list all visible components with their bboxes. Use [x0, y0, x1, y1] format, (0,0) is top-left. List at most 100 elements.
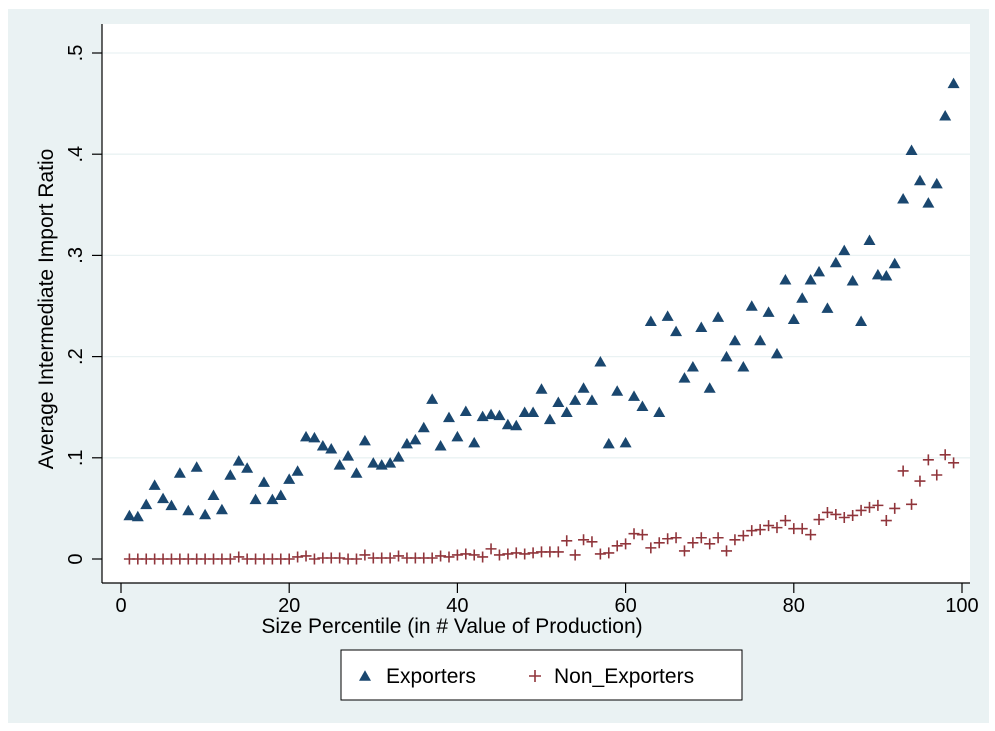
- non-exporters-point: [796, 523, 808, 535]
- exporters-point: [342, 450, 355, 461]
- exporters-point: [459, 405, 472, 417]
- non-exporters-point: [435, 550, 447, 562]
- non-exporters-point: [510, 547, 522, 559]
- non-exporters-point: [224, 553, 236, 565]
- x-axis: 0 20 40 60 80 100: [102, 582, 979, 617]
- non-exporters-point: [485, 543, 497, 555]
- legend-box: [340, 649, 743, 701]
- non-exporters-point: [847, 509, 859, 521]
- non-exporters-point: [586, 536, 598, 548]
- non-exporters-point: [670, 532, 682, 544]
- exporters-point: [703, 382, 716, 393]
- non-exporters-point: [712, 532, 724, 544]
- non-exporters-point: [283, 553, 295, 565]
- exporters-point: [829, 256, 842, 268]
- exporters-point: [358, 434, 371, 446]
- non-exporters-point: [771, 522, 783, 534]
- non-exporters-point: [561, 535, 573, 547]
- non-exporters-point: [813, 514, 825, 526]
- exporters-point: [888, 257, 901, 269]
- exporters-point: [821, 302, 834, 313]
- exporters-point: [148, 479, 161, 490]
- non-exporters-point: [292, 551, 304, 563]
- legend-marker-exporters: [359, 670, 371, 681]
- exporters-point: [350, 467, 363, 478]
- non-exporters-point: [754, 524, 766, 536]
- non-exporters-point: [838, 512, 850, 524]
- x-tick-label: 100: [945, 595, 978, 617]
- exporters-point: [678, 372, 691, 383]
- non-exporters-point: [569, 549, 581, 561]
- non-exporters-point: [477, 551, 489, 563]
- y-axis-title: Average Intermediate Import Ratio: [35, 149, 58, 470]
- exporters-point: [123, 509, 136, 521]
- exporters-point: [552, 396, 565, 407]
- exporters-point: [644, 315, 657, 326]
- non-exporters-point: [855, 504, 867, 516]
- plot-area: [102, 24, 970, 583]
- non-exporters-point: [931, 469, 943, 481]
- exporters-point: [636, 400, 649, 411]
- non-exporters-point: [468, 549, 480, 561]
- exporters-point: [215, 503, 228, 515]
- exporters-point: [367, 457, 380, 468]
- non-exporters-point: [746, 525, 758, 537]
- non-exporters-point: [889, 502, 901, 514]
- non-exporters-point: [662, 533, 674, 545]
- non-exporters-point: [645, 542, 657, 554]
- non-exporters-point: [300, 550, 312, 562]
- chart-frame: 0 20 40 60 80 100 0 .1 .2 .3 .4 .5 Size Percentile…: [8, 9, 989, 723]
- exporters-point: [939, 110, 952, 121]
- exporters-point: [628, 390, 641, 401]
- exporters-point: [737, 361, 750, 372]
- series-exporters: [123, 77, 960, 522]
- exporters-point: [569, 394, 582, 405]
- exporters-point: [543, 413, 556, 425]
- non-exporters-point: [779, 515, 791, 527]
- exporters-point: [316, 439, 329, 451]
- exporters-point: [720, 350, 733, 362]
- exporters-point: [880, 269, 893, 281]
- non-exporters-point: [906, 498, 918, 510]
- y-tick-label: .3: [65, 247, 87, 264]
- non-exporters-point: [393, 550, 405, 562]
- exporters-point: [653, 406, 666, 418]
- y-tick-label: .5: [65, 45, 87, 62]
- exporters-point: [207, 489, 220, 501]
- exporters-point: [232, 455, 245, 466]
- series-non-exporters: [123, 449, 960, 565]
- y-tick-label: 0: [65, 553, 87, 564]
- exporters-point: [173, 467, 186, 478]
- exporters-point: [333, 459, 346, 470]
- exporters-point: [190, 461, 203, 472]
- exporters-point: [787, 313, 800, 324]
- non-exporters-point: [384, 552, 396, 564]
- exporters-point: [325, 442, 338, 454]
- non-exporters-point: [493, 549, 505, 561]
- legend-marker-non-exporters: [529, 670, 541, 682]
- exporters-point: [392, 451, 405, 462]
- non-exporters-point: [519, 548, 531, 560]
- exporters-point: [249, 493, 262, 505]
- x-tick-label: 20: [278, 595, 300, 617]
- scatter-chart: 0 20 40 60 80 100 0 .1 .2 .3 .4 .5 Size Percentile…: [35, 24, 979, 701]
- x-tick-label: 40: [446, 595, 468, 617]
- exporters-point: [426, 393, 439, 404]
- exporters-point: [291, 465, 304, 476]
- exporters-point: [913, 174, 926, 186]
- x-tick-label: 80: [783, 595, 805, 617]
- exporters-point: [745, 300, 758, 311]
- exporters-point: [585, 394, 598, 405]
- exporters-point: [602, 437, 615, 449]
- non-exporters-point: [763, 520, 775, 532]
- exporters-point: [485, 408, 498, 420]
- y-tick-label: .4: [65, 146, 87, 163]
- exporters-point: [796, 292, 809, 303]
- y-axis: 0 .1 .2 .3 .4 .5: [65, 24, 103, 583]
- non-exporters-point: [451, 549, 463, 561]
- non-exporters-point: [578, 534, 590, 546]
- exporters-point: [855, 315, 868, 326]
- legend-label-non-exporters: Non_Exporters: [554, 665, 694, 688]
- exporters-point: [442, 411, 455, 423]
- non-exporters-point: [233, 551, 245, 563]
